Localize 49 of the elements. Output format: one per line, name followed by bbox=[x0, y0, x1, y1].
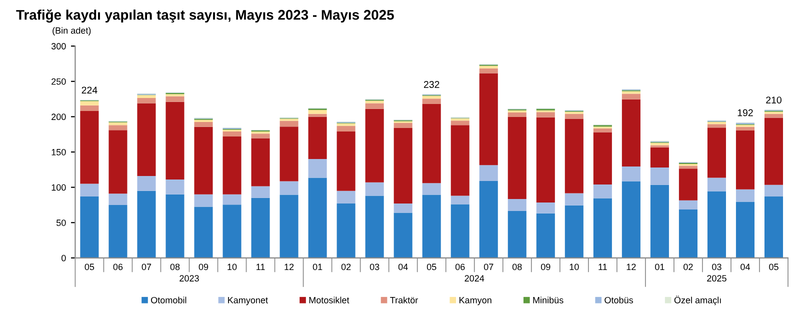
y-tick-label: 50 bbox=[56, 220, 66, 226]
y-tick-label: 200 bbox=[52, 114, 66, 120]
text: 2023 bbox=[180, 275, 199, 282]
x-tick-label: 03 bbox=[370, 264, 380, 270]
legend-label: Traktör bbox=[390, 296, 418, 304]
x-tick-label: 02 bbox=[684, 264, 693, 270]
legend-label: Minibüs bbox=[533, 296, 564, 304]
legend-label: Kamyon bbox=[460, 297, 492, 306]
x-tick-label: 07 bbox=[142, 264, 152, 270]
x-tick-label: 01 bbox=[655, 264, 664, 270]
x-tick-label: 11 bbox=[598, 264, 607, 270]
legend-label: Otobüs bbox=[604, 296, 634, 304]
x-tick-label: 05 bbox=[426, 264, 436, 270]
legend-label: Özel amaçlı bbox=[674, 296, 721, 306]
x-tick-label: 05 bbox=[84, 264, 94, 270]
x-tick-label: 10 bbox=[228, 264, 237, 270]
text: 2025 bbox=[707, 275, 726, 282]
x-tick-label: 05 bbox=[769, 264, 778, 270]
total-label: 192 bbox=[738, 109, 753, 116]
x-tick-label: 02 bbox=[341, 264, 351, 270]
y-tick-label: 300 bbox=[51, 43, 66, 50]
chart-title: Trafiğe kaydı yapılan taşıt sayısı, Mayıs 2023 - Mayıs 2025 bbox=[16, 9, 394, 23]
x-tick-label: 07 bbox=[484, 264, 494, 270]
legend-label: Otomobil bbox=[151, 296, 186, 304]
total-label: 232 bbox=[424, 81, 440, 88]
y-tick-label: 0 bbox=[62, 254, 66, 262]
y-tick-label: 150 bbox=[52, 148, 66, 156]
x-tick-label: 09 bbox=[198, 264, 208, 270]
y-tick-label: 250 bbox=[52, 78, 66, 85]
x-tick-label: 10 bbox=[570, 264, 579, 270]
x-tick-label: 11 bbox=[256, 264, 265, 270]
x-tick-label: 08 bbox=[512, 264, 522, 270]
x-tick-label: 06 bbox=[455, 264, 465, 270]
x-tick-label: 12 bbox=[284, 264, 294, 270]
legend-label: Motosiklet bbox=[309, 296, 350, 304]
y-tick-label: 100 bbox=[52, 184, 66, 191]
x-tick-label: 12 bbox=[626, 264, 636, 270]
y-axis-title: (Bin adet) bbox=[52, 27, 91, 36]
total-label: 210 bbox=[766, 96, 782, 104]
x-tick-label: 08 bbox=[170, 264, 180, 270]
x-tick-label: 04 bbox=[740, 264, 750, 270]
legend-label: Kamyonet bbox=[228, 297, 268, 306]
x-tick-label: 06 bbox=[113, 264, 123, 270]
x-tick-label: 04 bbox=[398, 264, 408, 270]
x-tick-label: 03 bbox=[712, 264, 722, 270]
x-tick-label: 01 bbox=[312, 264, 322, 270]
x-tick-label: 09 bbox=[540, 264, 550, 270]
total-label: 224 bbox=[82, 86, 98, 94]
text: 2024 bbox=[464, 275, 484, 282]
